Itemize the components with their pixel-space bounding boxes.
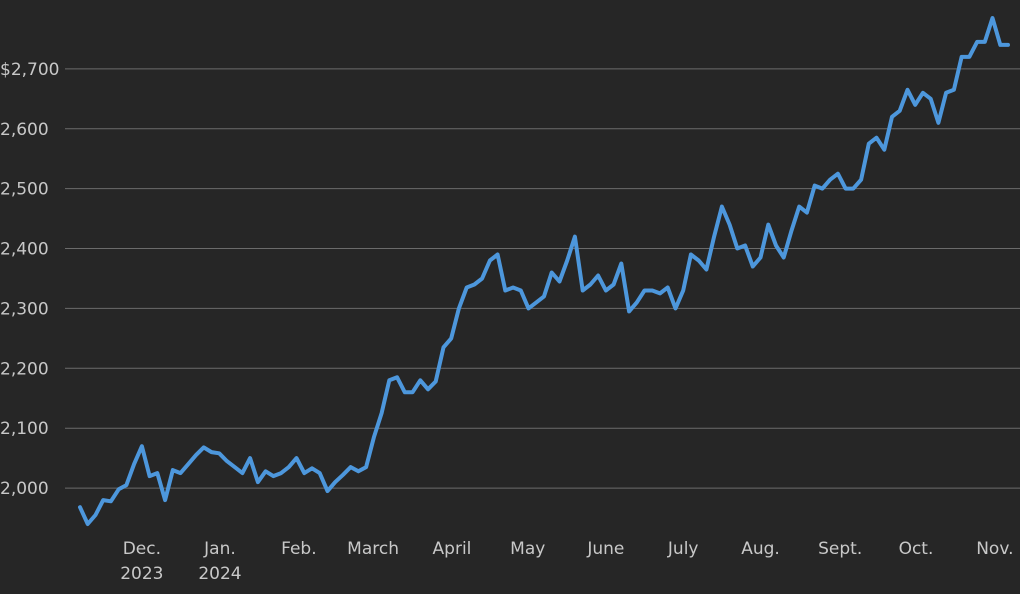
- y-tick-label: $2,700: [0, 60, 59, 80]
- x-tick-label: Feb.: [281, 539, 317, 559]
- y-tick-label: 2,000: [0, 479, 49, 499]
- x-tick-label: May: [510, 539, 545, 559]
- x-tick-label: Aug.: [741, 539, 780, 559]
- x-tick-label: April: [433, 539, 472, 559]
- x-tick-label: Sept.: [818, 539, 862, 559]
- y-tick-label: 2,200: [0, 359, 49, 379]
- x-tick-label: Dec. 2023: [120, 539, 163, 584]
- x-tick-label: July: [667, 539, 699, 559]
- x-tick-label: Jan. 2024: [198, 539, 241, 584]
- y-tick-label: 2,400: [0, 240, 49, 260]
- x-tick-label: March: [347, 539, 399, 559]
- price-line: [78, 16, 1010, 526]
- y-tick-label: 2,100: [0, 419, 49, 439]
- y-tick-label: 2,600: [0, 120, 49, 140]
- y-tick-label: 2,300: [0, 299, 49, 319]
- y-tick-label: 2,500: [0, 180, 49, 200]
- x-tick-label: June: [586, 539, 624, 559]
- x-tick-label: Oct.: [899, 539, 934, 559]
- x-tick-label: Nov.: [976, 539, 1013, 559]
